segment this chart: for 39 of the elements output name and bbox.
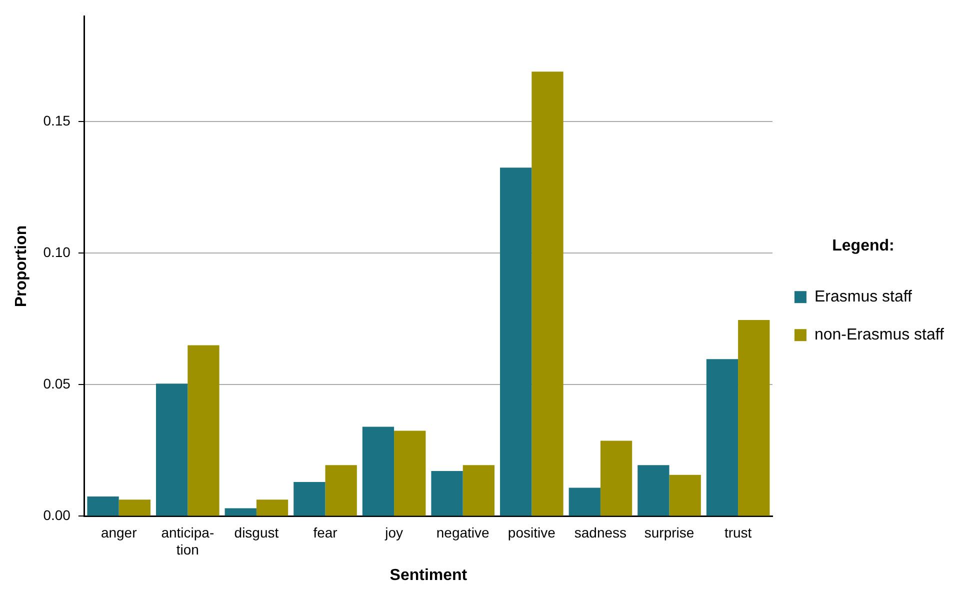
bar (600, 440, 632, 516)
bar (568, 488, 600, 516)
bar (87, 496, 119, 516)
bar (118, 500, 150, 516)
y-axis-title: Proportion (13, 225, 30, 308)
x-tick-label: negative (436, 524, 490, 540)
bar (431, 470, 463, 516)
x-tick-label: disgust (234, 524, 279, 540)
bar (325, 465, 357, 516)
x-tick-label: positive (508, 524, 556, 540)
y-tick-label: 0.15 (43, 112, 71, 128)
x-tick-label: surprise (644, 524, 694, 540)
bar (738, 320, 770, 516)
x-tick-label: sadness (574, 524, 627, 540)
bar (706, 359, 738, 516)
x-tick-label: trust (724, 524, 752, 540)
y-tick-label: 0.05 (43, 376, 71, 392)
x-tick-label: fear (313, 524, 338, 540)
bar (156, 384, 188, 516)
bar (188, 345, 220, 516)
x-tick-label: joy (384, 524, 404, 540)
bar (462, 465, 495, 516)
legend-label: Erasmus staff (814, 288, 913, 306)
bar (638, 465, 670, 516)
bar (500, 168, 532, 516)
bar (394, 430, 426, 516)
bar (256, 500, 288, 516)
bar (294, 482, 326, 516)
x-tick-label: anger (100, 524, 138, 540)
legend-title: Legend: (832, 237, 894, 254)
y-tick-label: 0.10 (43, 244, 71, 260)
bar (532, 72, 564, 516)
x-axis-title: Sentiment (390, 566, 468, 584)
bar (669, 474, 701, 516)
legend-label: non-Erasmus staff (814, 326, 945, 344)
bar (224, 508, 256, 516)
x-tick-label: anticipa- tion (161, 524, 214, 558)
bar (362, 426, 394, 516)
y-tick-label: 0.00 (43, 507, 71, 524)
